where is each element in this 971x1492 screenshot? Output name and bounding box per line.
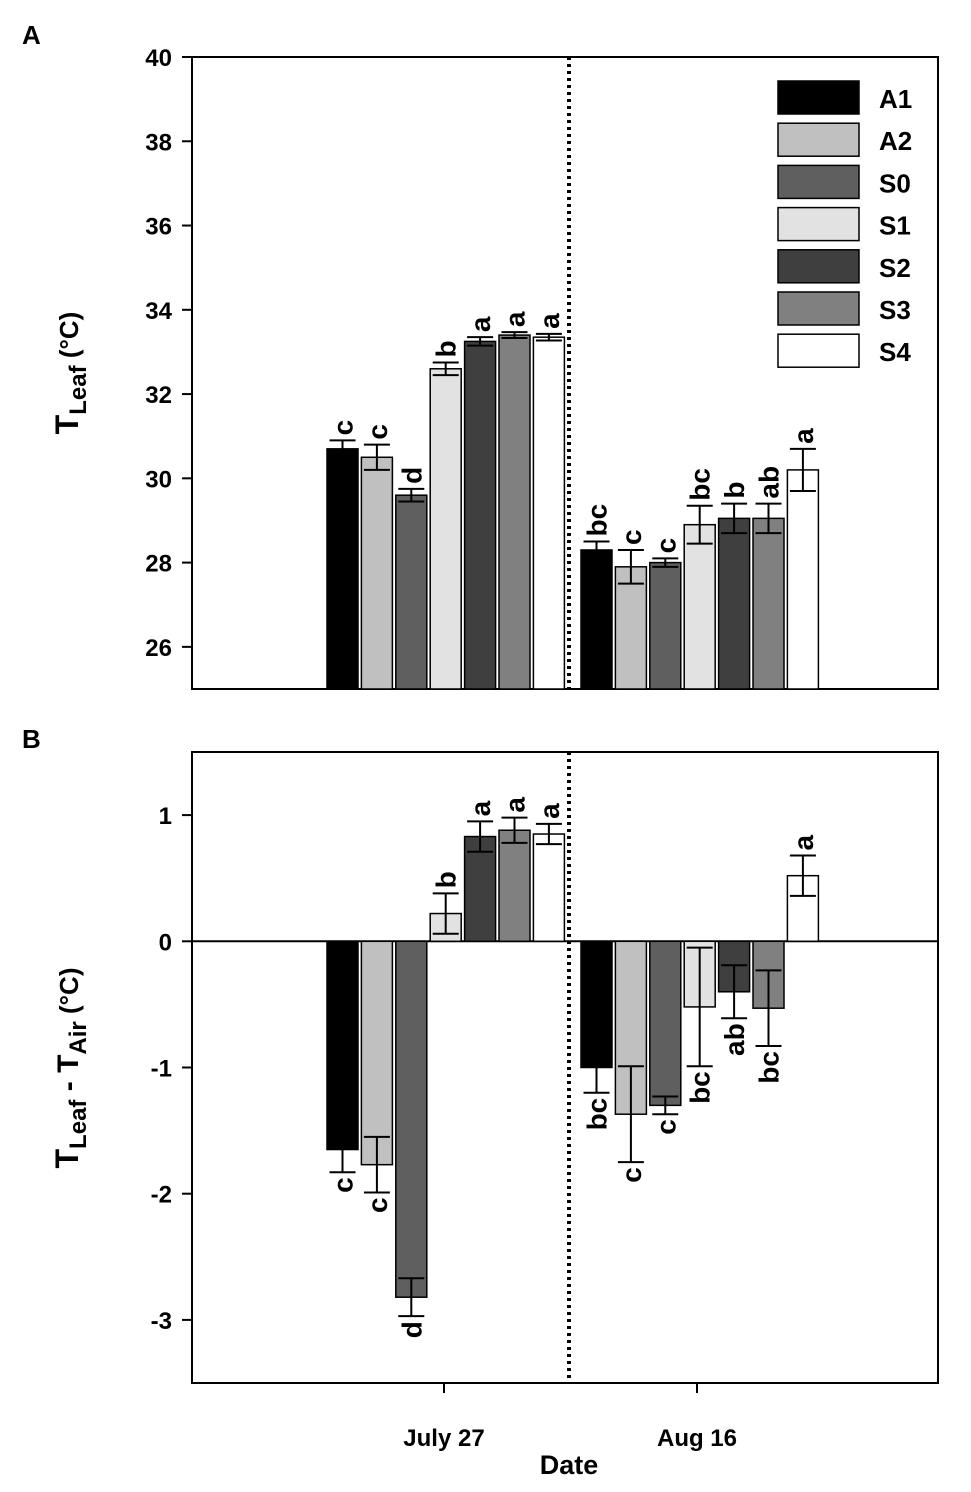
panel-b-sig-letter: bc [754,1051,785,1084]
panel-b-sig-letter: a [788,834,819,850]
panel-a-sig-letter: a [788,428,819,444]
panel-b-sig-letter: a [500,797,531,813]
panel-b-bar-a2-0 [360,940,394,1166]
panel-a-sig-letter: d [396,467,427,484]
panel-a-bar-s3-0 [498,334,531,690]
panel-a-y-tick-label: 28 [145,551,172,578]
panel-letter-b: B [22,724,41,754]
panel-b-sig-letter: b [431,871,462,888]
panel-a-sig-letter: a [534,313,565,329]
panel-b-y-tick-label: -2 [151,1182,172,1209]
panel-a-bar-s4-0 [532,336,566,690]
legend-label-a2: A2 [879,126,912,156]
panel-a-sig-letter: a [500,311,531,327]
panel-a-sig-letter: c [328,420,359,436]
panel-a-sig-letter: c [650,538,681,554]
panel-a-y-tick-label: 34 [145,298,172,325]
panel-a-sig-letter: b [431,340,462,357]
legend-swatch-s0 [777,164,860,200]
panel-b-sig-letter: c [362,1197,393,1213]
panel-b-sig-letter: a [534,803,565,819]
legend-label-s4: S4 [879,337,911,367]
legend-swatch-s4 [777,333,860,368]
panel-a-bar-a1-1 [580,549,613,690]
panel-a-bar-a2-1 [614,566,648,690]
panel-b-y-tick-label: 0 [159,929,172,956]
legend-label-s3: S3 [879,295,911,325]
panel-a-bar-s1-0 [429,368,462,690]
panel-b-sig-letter: c [650,1119,681,1135]
panel-a-chart: 2628303234363840cbcccdcbbcabaabaaA1A2S0S… [145,45,939,690]
panel-a-bar-s4-1 [786,469,820,690]
panel-a-sig-letter: c [362,424,393,440]
panel-a-bar-s3-1 [752,517,785,690]
panel-a-bar-s0-1 [649,561,682,690]
panel-a-y-tick-label: 38 [145,129,172,156]
x-tick-label-july27: July 27 [403,1425,484,1452]
panel-b-sig-letter: a [465,800,496,816]
legend-label-s1: S1 [879,211,911,241]
legend-swatch-s2 [777,249,860,284]
panel-a-y-axis-title: TLeaf (°C) [49,312,92,435]
legend-swatch-a1 [777,80,860,115]
panel-a-bar-s2-1 [717,517,751,690]
panel-b-bar-s3-0 [498,829,531,943]
panel-a-y-tick-label: 40 [145,45,172,72]
panel-a-sig-letter: ab [754,466,785,499]
x-tick-label-aug16: Aug 16 [657,1425,737,1452]
panel-a-sig-letter: bc [685,468,716,501]
panel-a-bar-s0-0 [395,494,428,690]
legend-swatch-s1 [777,206,860,242]
x-axis-title: Date [540,1450,599,1480]
panel-b-y-tick-label: -1 [151,1056,172,1083]
panel-a-sig-letter: a [465,316,496,332]
panel-a-y-tick-label: 26 [145,635,172,662]
panel-a-bar-s2-0 [463,340,497,690]
panel-a-bar-a1-0 [326,448,359,690]
panel-a-y-tick-label: 30 [145,466,172,493]
panel-b-bar-s2-0 [463,835,497,943]
legend-label-s2: S2 [879,253,911,283]
panel-b-y-tick-label: -3 [151,1308,172,1335]
panel-b-y-tick-label: 1 [159,803,172,830]
legend-label-a1: A1 [879,84,912,114]
panel-a-sig-letter: c [616,529,647,545]
panel-b-bar-a1-0 [326,940,359,1151]
panel-b-bar-s0-1 [649,940,682,1107]
panel-b-y-axis-title: TLeaf - TAir (°C) [49,968,92,1169]
panel-b-bar-s0-0 [395,940,428,1298]
panel-a-bar-s1-1 [683,523,716,690]
panel-a-y-tick-label: 32 [145,382,172,409]
legend-swatch-a2 [777,122,860,157]
legend-swatch-s3 [777,291,860,326]
panel-a-bar-a2-0 [360,456,394,690]
panel-letter-a: A [22,20,41,50]
panel-a-sig-letter: b [719,482,750,499]
panel-b-sig-letter: d [396,1321,427,1338]
panel-b-sig-letter: c [616,1167,647,1183]
panel-a-y-tick-label: 36 [145,214,172,241]
panel-b-sig-letter: ab [719,1023,750,1056]
panel-a-sig-letter: bc [582,504,613,537]
panel-b-bar-s4-0 [532,833,566,943]
panel-b-sig-letter: bc [582,1098,613,1131]
panel-b-sig-letter: c [328,1177,359,1193]
legend-label-s0: S0 [879,168,911,198]
panel-b-sig-letter: bc [685,1071,716,1104]
